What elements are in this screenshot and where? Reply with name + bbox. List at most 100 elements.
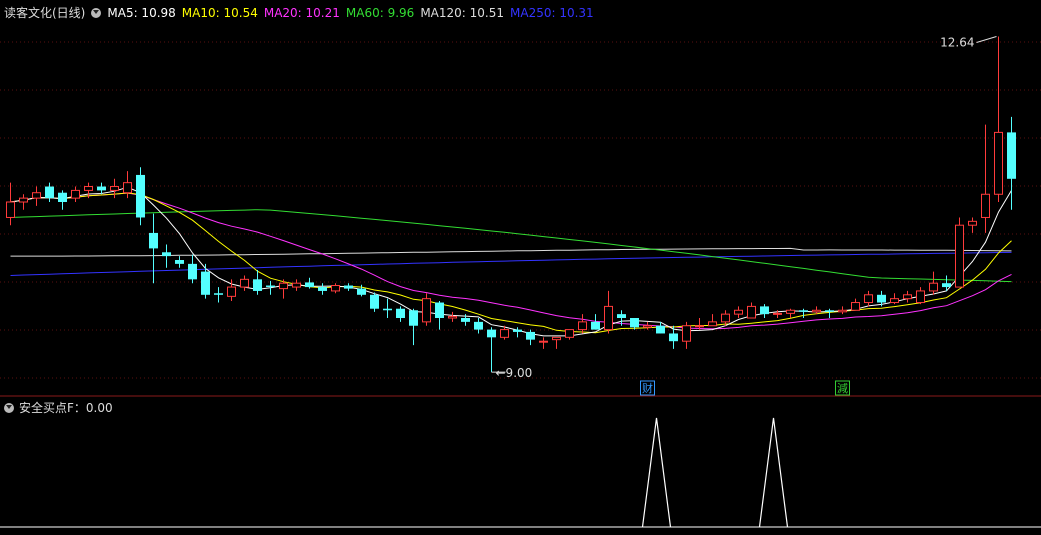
candle-body <box>682 325 691 342</box>
candle-body <box>1007 132 1016 179</box>
ma120-line <box>10 247 1012 257</box>
event-tag-finance-box <box>640 380 655 396</box>
candle-body <box>253 279 262 291</box>
indicator-legend: 安全买点F：0.00 <box>4 399 113 416</box>
candle-body <box>539 340 548 343</box>
ma60-line <box>10 209 1012 283</box>
candle-body <box>84 186 93 191</box>
candle-body <box>604 305 613 331</box>
candle-body <box>487 329 496 338</box>
candle-body <box>474 321 483 330</box>
high-price-label: 12.64 <box>940 36 974 50</box>
price-legend: 读客文化(日线) MA5: 10.98 MA10: 10.54 MA20: 10.2… <box>4 4 600 21</box>
candle-body <box>305 282 314 288</box>
candle-body <box>617 314 626 318</box>
candle-body <box>500 329 509 338</box>
candle-body <box>214 293 223 295</box>
candle-body <box>19 197 28 203</box>
ma-legend-item: MA5: 10.98 <box>107 5 176 20</box>
candle-body <box>799 310 808 312</box>
candle-body <box>318 287 327 291</box>
candle-body <box>45 186 54 199</box>
candle-body <box>201 271 210 295</box>
candle-body <box>903 294 912 300</box>
candle-body <box>110 186 119 191</box>
candle-body <box>929 282 938 292</box>
candle-body <box>721 313 730 323</box>
indicator-label: 安全买点F：0.00 <box>19 401 113 415</box>
candle-body <box>916 290 925 304</box>
candle-body <box>149 232 158 249</box>
candle-body <box>344 285 353 289</box>
candle-body <box>227 286 236 297</box>
ma5-line <box>10 186 1012 337</box>
low-price-label: ←9.00 <box>496 366 533 380</box>
candle-body <box>708 321 717 327</box>
candle-body <box>994 131 1003 195</box>
candle-body <box>266 285 275 288</box>
ma-legend-item: MA120: 10.51 <box>420 5 504 20</box>
candle-body <box>565 329 574 338</box>
candle-body <box>435 302 444 318</box>
candle-body <box>513 329 522 332</box>
candle-body <box>370 294 379 309</box>
indicator-dropdown-icon[interactable] <box>4 402 14 413</box>
candle-body <box>162 252 171 257</box>
candle-body <box>383 308 392 311</box>
candle-body <box>396 308 405 318</box>
ma-legend-item: MA20: 10.21 <box>263 5 340 20</box>
candle-body <box>669 333 678 342</box>
candle-body <box>955 224 964 288</box>
candle-body <box>656 325 665 334</box>
candle-body <box>734 309 743 315</box>
candle-body <box>331 285 340 292</box>
ma20-line <box>10 192 1012 330</box>
candle-body <box>864 294 873 304</box>
candle-body <box>773 312 782 315</box>
ma-legend-item: MA10: 10.54 <box>181 5 258 20</box>
candle-body <box>890 298 899 304</box>
candle-body <box>747 305 756 319</box>
candle-body <box>188 263 197 280</box>
event-tag-reduce: 減 <box>837 381 848 395</box>
legend-dropdown-icon[interactable] <box>91 7 102 18</box>
candle-body <box>877 294 886 303</box>
indicator-spike <box>641 417 672 528</box>
candle-body <box>461 318 470 322</box>
candle-body <box>357 288 366 295</box>
candle-body <box>695 325 704 328</box>
candle-body <box>552 336 561 341</box>
candle-body <box>448 315 457 319</box>
candle-body <box>968 220 977 226</box>
candle-body <box>32 192 41 199</box>
candle-body <box>526 331 535 340</box>
candle-body <box>942 283 951 288</box>
candle-body <box>292 282 301 288</box>
high-pointer <box>976 36 997 43</box>
candle-body <box>175 260 184 264</box>
candle-body <box>123 182 132 194</box>
candle-body <box>422 298 431 323</box>
ma-legend-item: MA250: 10.31 <box>510 5 594 20</box>
candle-body <box>630 318 639 328</box>
ma10-line <box>10 192 1012 334</box>
ma250-line <box>10 251 1012 276</box>
candle-body <box>786 309 795 314</box>
candle-body <box>591 321 600 330</box>
ma-legend-list: MA5: 10.98 MA10: 10.54 MA20: 10.21 MA60: 9.… <box>107 6 599 20</box>
candle-body <box>409 310 418 326</box>
candle-body <box>97 186 106 191</box>
event-tag-finance: 财 <box>642 381 653 395</box>
stock-name: 读客文化(日线) <box>4 6 86 20</box>
ma-legend-item: MA60: 9.96 <box>345 5 415 20</box>
candle-body <box>58 192 67 202</box>
candle-body <box>136 174 145 218</box>
candle-body <box>825 310 834 312</box>
candle-body <box>851 302 860 311</box>
candle-body <box>981 193 990 218</box>
candle-body <box>838 309 847 313</box>
candle-body <box>578 321 587 331</box>
candle-body <box>760 306 769 315</box>
